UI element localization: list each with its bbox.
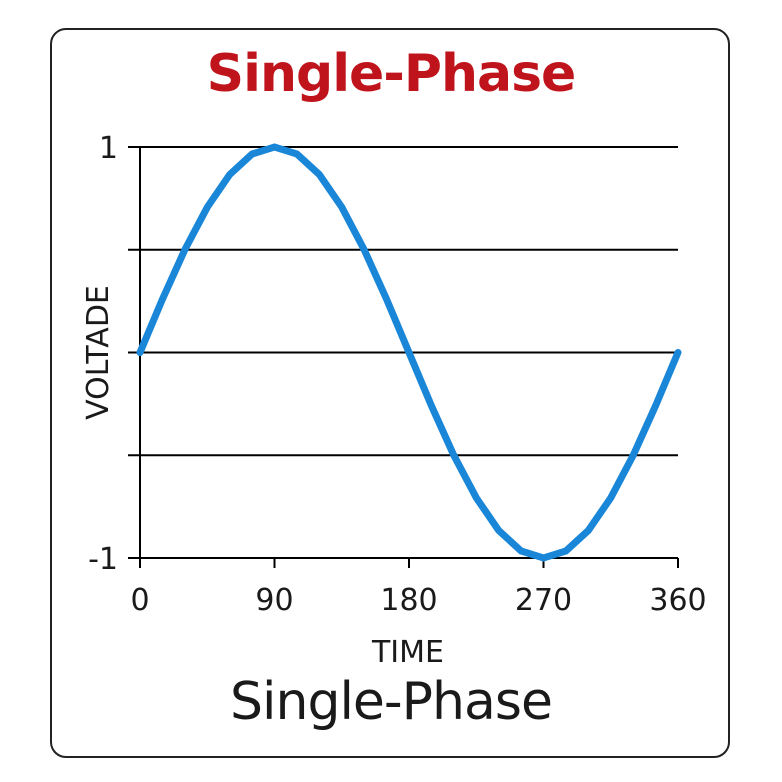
x-axis-label: TIME — [371, 635, 444, 670]
x-tick-label: 180 — [380, 583, 437, 618]
y-tick-label: 1 — [99, 131, 118, 166]
tick-labels: 1 -1 0 90 180 270 360 — [88, 131, 707, 618]
y-tick-label: -1 — [88, 542, 118, 577]
x-tick-label: 90 — [255, 583, 293, 618]
chart-title: Single-Phase — [206, 44, 577, 104]
x-tick-label: 270 — [515, 583, 572, 618]
chart-card — [50, 28, 730, 758]
y-axis-label: VOLTADE — [81, 285, 116, 420]
footer-caption: Single-Phase — [230, 672, 553, 732]
voltage-curve — [136, 143, 682, 562]
x-tick-label: 0 — [130, 583, 149, 618]
x-tick-label: 360 — [649, 583, 706, 618]
gridlines — [128, 146, 678, 559]
